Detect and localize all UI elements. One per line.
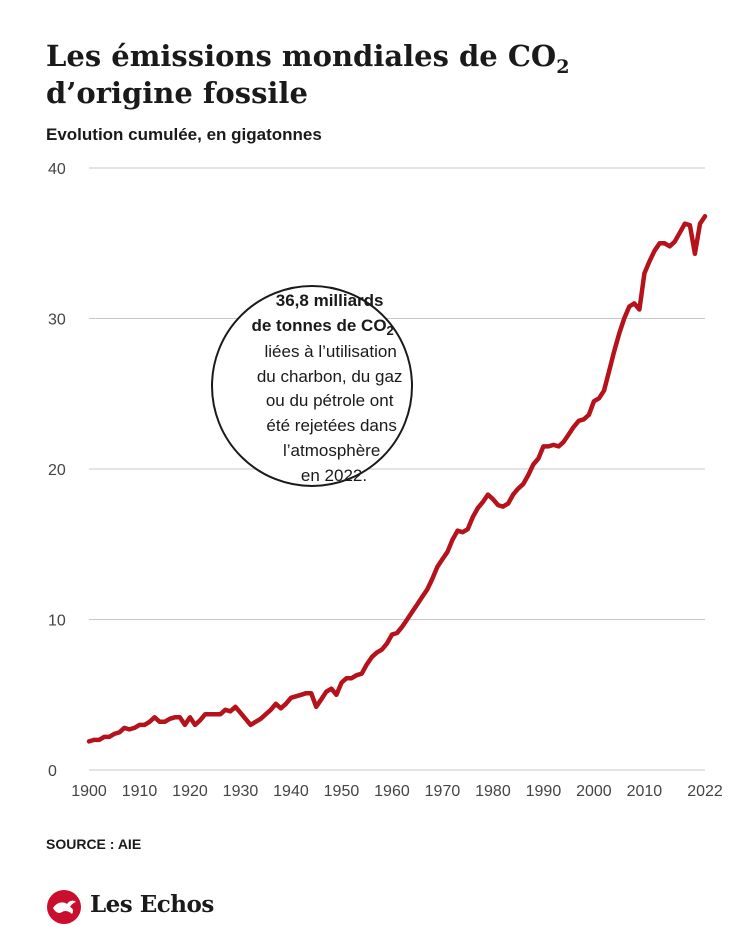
y-axis-ticks: 0 10 20 30 40: [48, 161, 66, 780]
chart-title: Les émissions mondiales de CO2 d’origine …: [46, 38, 706, 112]
x-tick-label: 1950: [324, 783, 360, 800]
logo-text: Les Echos: [90, 891, 214, 918]
callout-subscript: 2: [387, 323, 394, 338]
y-tick-label: 20: [48, 462, 66, 479]
title-line1: Les émissions mondiales de CO2: [46, 39, 570, 78]
x-tick-label: 1990: [526, 783, 562, 800]
annotation-callout: 36,8 milliards de tonnes de CO2 liées à …: [211, 285, 413, 487]
logo-mark-icon: [47, 890, 81, 924]
x-tick-label: 1980: [475, 783, 511, 800]
svg-text:36,8 milliards de tonnes: 36,8 milliards de tonnes de CO2 liées à …: [251, 291, 407, 485]
emissions-line: [86, 213, 708, 744]
x-tick-label: 1970: [425, 783, 461, 800]
x-tick-label: 1940: [273, 783, 309, 800]
les-echos-logo: Les Echos: [46, 887, 246, 927]
callout-line-6: en 2022.: [301, 466, 367, 485]
y-tick-label: 30: [48, 312, 66, 329]
y-tick-label: 0: [48, 763, 57, 780]
title-line2: d’origine fossile: [46, 76, 308, 110]
x-axis-ticks: 1900 1910 1920 1930 1940 1950 1960 1970 1980 1990…: [71, 783, 723, 800]
x-tick-label: 1900: [71, 783, 107, 800]
x-tick-label: 1910: [122, 783, 158, 800]
x-tick-label: 1960: [374, 783, 410, 800]
callout-line-2: du charbon, du gaz: [257, 367, 403, 386]
callout-bold-line-2: de tonnes de CO2: [251, 316, 393, 338]
callout-circle: [211, 285, 413, 487]
callout-line-3: ou du pétrole ont: [266, 391, 394, 410]
source-note: SOURCE : AIE: [46, 836, 142, 852]
callout-line-5: l’atmosphère: [283, 441, 380, 460]
x-tick-label: 2000: [576, 783, 612, 800]
x-tick-label: 1930: [223, 783, 259, 800]
y-tick-label: 10: [48, 613, 66, 630]
callout-line-1: liées à l’utilisation: [264, 342, 396, 361]
callout-line-4: été rejetées dans: [266, 416, 396, 435]
x-tick-label: 2022: [687, 783, 723, 800]
x-tick-label: 1920: [172, 783, 208, 800]
gridlines: [89, 167, 705, 771]
x-tick-label: 2010: [627, 783, 663, 800]
callout-bold-line-1: 36,8 milliards: [276, 291, 384, 310]
chart-subtitle: Evolution cumulée, en gigatonnes: [46, 125, 322, 144]
y-tick-label: 40: [48, 161, 66, 178]
title-subscript: 2: [556, 55, 570, 78]
